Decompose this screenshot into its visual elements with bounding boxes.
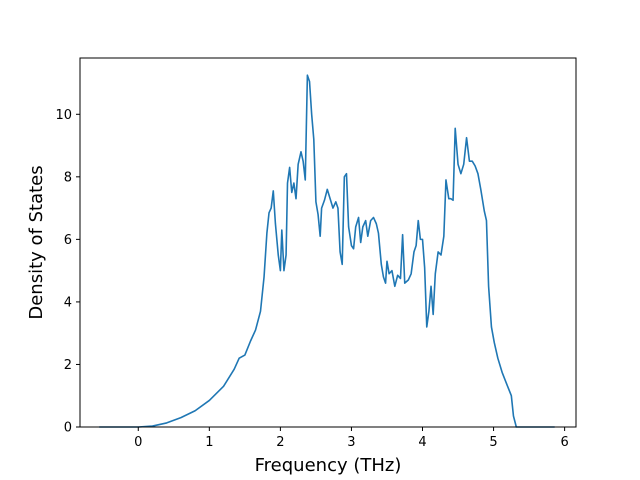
x-axis-label: Frequency (THz): [255, 455, 402, 476]
dos-series-line: [99, 74, 555, 428]
y-tick-label: 10: [55, 108, 72, 123]
y-tick-label: 4: [64, 295, 72, 310]
plot-area-frame: [79, 57, 577, 428]
x-tick-label: 6: [560, 435, 568, 450]
y-axis-ticks: 0 2 4 6 8 10: [55, 108, 80, 436]
y-tick-label: 8: [64, 170, 72, 185]
x-tick-label: 1: [205, 435, 213, 450]
series-layer: [99, 74, 555, 428]
y-axis-label: Density of States: [26, 165, 47, 319]
x-tick-label: 3: [347, 435, 355, 450]
y-tick-label: 6: [64, 233, 72, 248]
y-tick-label: 2: [64, 358, 72, 373]
x-tick-label: 0: [134, 435, 142, 450]
x-tick-label: 4: [418, 435, 426, 450]
x-tick-label: 2: [276, 435, 284, 450]
y-tick-label: 0: [64, 421, 72, 436]
x-axis-ticks: 0 1 2 3 4 5 6: [134, 427, 569, 450]
x-tick-label: 5: [489, 435, 497, 450]
